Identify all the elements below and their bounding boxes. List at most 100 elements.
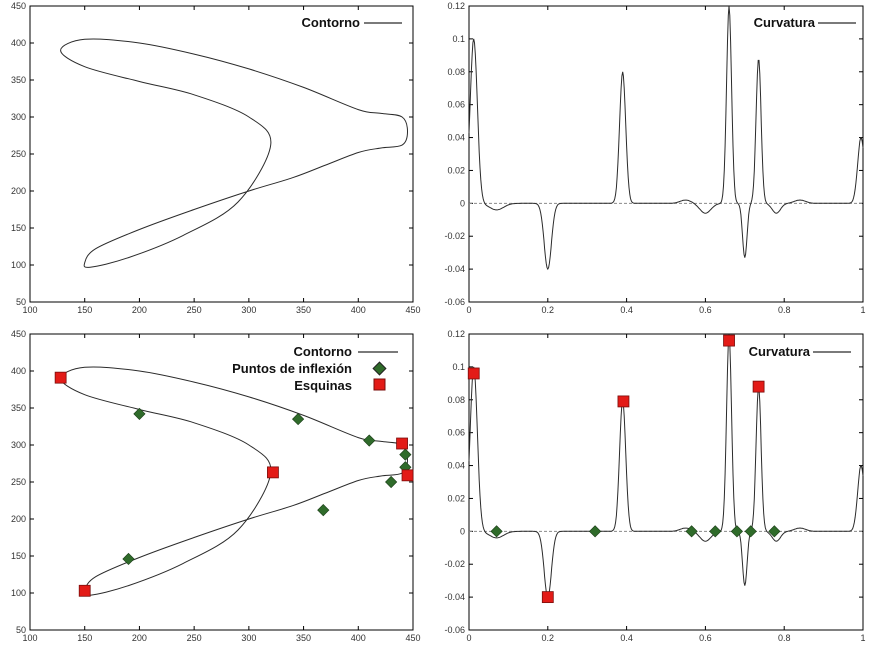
inflection-marker <box>490 525 503 538</box>
corner-marker <box>54 371 67 384</box>
panel-contour-top: 100 150 200 250 300 350 400 4505010015020025030… <box>11 1 421 315</box>
x-tick-label: 350 <box>296 633 311 643</box>
inflection-marker <box>588 525 602 538</box>
x-tick-label: 100 <box>22 305 37 315</box>
y-tick-label: 0.06 <box>447 428 465 438</box>
y-tick-label: 200 <box>11 186 26 196</box>
y-tick-label: 400 <box>11 38 26 48</box>
axis-ticks <box>468 5 864 303</box>
y-tick-label: 250 <box>11 477 26 487</box>
y-tick-label: 200 <box>11 514 26 524</box>
x-tick-label: 450 <box>405 305 420 315</box>
x-tick-label: 1 <box>860 305 865 315</box>
x-tick-label: 100 <box>22 633 37 643</box>
inflection-marker <box>709 525 722 538</box>
y-tick-label: 50 <box>16 625 26 635</box>
inflection-marker <box>292 413 305 426</box>
y-tick-label: 450 <box>11 1 26 11</box>
y-tick-label: -0.06 <box>444 297 465 307</box>
corner-marker <box>78 584 91 597</box>
plot-frame <box>468 333 864 631</box>
legend-label-contorno: Contorno <box>302 15 361 30</box>
axis-ticks <box>468 333 864 631</box>
legend-label-esquinas: Esquinas <box>294 378 352 393</box>
y-tick-label: 50 <box>16 297 26 307</box>
curvature-line <box>468 5 864 271</box>
y-tick-label: 300 <box>11 112 26 122</box>
legend-sample-inflexion <box>372 361 387 376</box>
legend: Contorno <box>302 15 402 30</box>
y-tick-label: 0.12 <box>447 1 465 11</box>
y-tick-label: 450 <box>11 329 26 339</box>
inflection-marker <box>730 525 744 538</box>
inflection-marker <box>133 407 146 421</box>
y-tick-label: 0.08 <box>447 67 465 77</box>
x-tick-label: 400 <box>351 633 366 643</box>
inflection-marker <box>122 552 135 566</box>
y-tick-label: 400 <box>11 366 26 376</box>
x-tick-label: 450 <box>405 633 420 643</box>
y-tick-label: 0.02 <box>447 165 465 175</box>
y-tick-label: 150 <box>11 223 26 233</box>
x-tick-label: 250 <box>187 633 202 643</box>
x-tick-label: 0.2 <box>542 305 555 315</box>
plot-frame <box>29 5 414 303</box>
inflection-marker <box>399 448 412 461</box>
contour-line <box>60 366 409 596</box>
y-tick-label: 350 <box>11 403 26 413</box>
x-tick-label: 150 <box>77 305 92 315</box>
panel-curvature-top: 0 0.2 0.4 0.6 0.8 1 -0.06 -0.04 -0.02 0 0.02 0.04 0.… <box>444 1 865 315</box>
markers <box>467 334 781 604</box>
x-tick-label: 350 <box>296 305 311 315</box>
corner-marker <box>396 437 408 450</box>
y-tick-label: -0.06 <box>444 625 465 635</box>
x-tick-label: 200 <box>132 305 147 315</box>
y-tick-label: -0.04 <box>444 264 465 274</box>
x-tick-label: 0.4 <box>620 305 633 315</box>
y-tick-label: 0 <box>460 198 465 208</box>
y-tick-label: 0.06 <box>447 100 465 110</box>
axis-tick-labels: 100 150 200 250 300 350 400 4505010015020025030… <box>11 329 421 643</box>
corner-marker <box>617 395 630 408</box>
x-tick-label: 1 <box>860 633 865 643</box>
axis-ticks <box>29 5 414 303</box>
y-tick-label: 250 <box>11 149 26 159</box>
y-tick-label: 150 <box>11 551 26 561</box>
y-tick-label: 350 <box>11 75 26 85</box>
inflection-marker <box>385 475 398 489</box>
x-tick-label: 300 <box>241 633 256 643</box>
x-tick-label: 0.8 <box>778 305 791 315</box>
y-tick-label: 0.1 <box>452 34 465 44</box>
panel-contour-bottom: 100 150 200 250 300 350 400 4505010015020025030… <box>11 329 421 643</box>
y-tick-label: 100 <box>11 588 26 598</box>
legend: Contorno Puntos de inflexión Esquinas <box>232 344 398 393</box>
inflection-marker <box>685 525 698 538</box>
y-tick-label: 0.1 <box>452 362 465 372</box>
y-tick-label: -0.04 <box>444 592 465 602</box>
corner-marker <box>267 466 279 479</box>
corner-marker <box>541 591 554 604</box>
legend-label-contorno: Contorno <box>294 344 353 359</box>
axis-tick-labels: 0 0.2 0.4 0.6 0.8 1 -0.06 -0.04 -0.02 0 0.02 0.04 0.… <box>444 1 865 315</box>
y-tick-label: -0.02 <box>444 559 465 569</box>
y-tick-label: 0.04 <box>447 133 465 143</box>
x-tick-label: 0.2 <box>542 633 555 643</box>
plot-frame <box>468 5 864 303</box>
inflection-marker <box>317 504 330 517</box>
y-tick-label: 100 <box>11 260 26 270</box>
x-tick-label: 0.6 <box>699 305 712 315</box>
panel-curvature-bottom: 0 0.2 0.4 0.6 0.8 1 -0.06 -0.04 -0.02 0 0.02 0.04 0.… <box>444 329 865 643</box>
y-tick-label: 0.12 <box>447 329 465 339</box>
x-tick-label: 300 <box>241 305 256 315</box>
corner-marker <box>401 469 414 482</box>
y-tick-label: 0.08 <box>447 395 465 405</box>
x-tick-label: 150 <box>77 633 92 643</box>
y-tick-label: 0.04 <box>447 461 465 471</box>
x-tick-label: 0.4 <box>620 633 633 643</box>
curvature-line <box>468 333 864 599</box>
corner-marker <box>467 367 480 380</box>
inflection-marker <box>768 525 781 538</box>
x-tick-label: 0.6 <box>699 633 712 643</box>
legend: Curvatura <box>749 344 851 359</box>
